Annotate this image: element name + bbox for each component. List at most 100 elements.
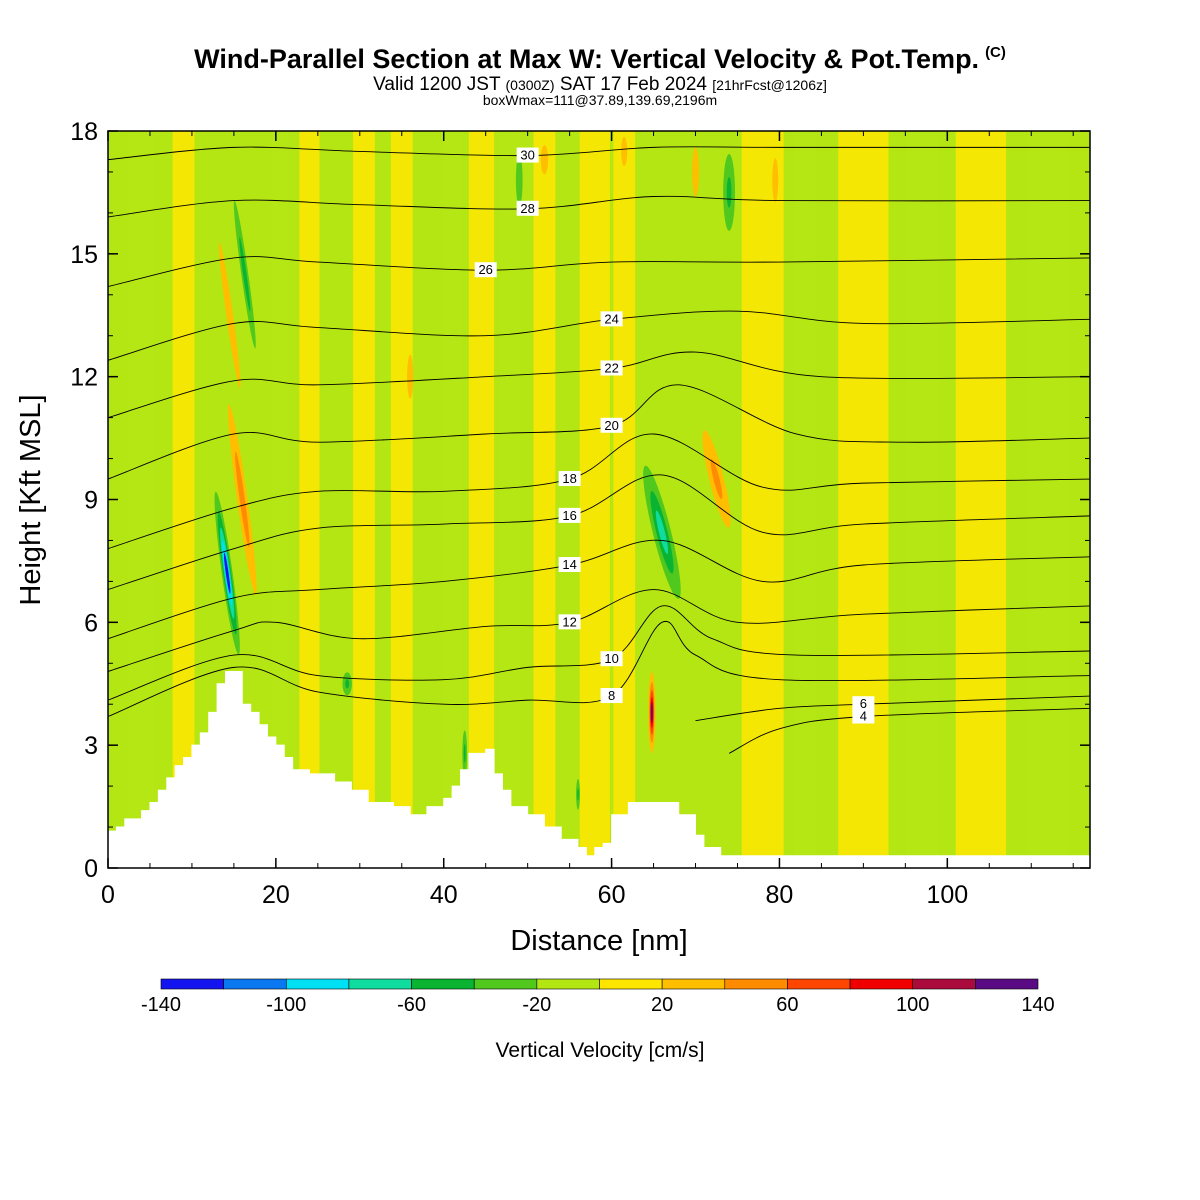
- x-tick-label: 100: [926, 881, 968, 909]
- valid-time-line: Valid 1200 JST (0300Z) SAT 17 Feb 2024 […: [0, 74, 1200, 96]
- colorbar-title: Vertical Velocity [cm/s]: [496, 1039, 705, 1062]
- x-tick-label: 80: [766, 881, 794, 909]
- theta-label-28: 28: [520, 201, 534, 216]
- w-feature-6: [648, 671, 656, 754]
- x-tick-label: 0: [101, 881, 115, 909]
- theta-label-bg-22: [600, 360, 623, 376]
- w-feature-8: [723, 154, 735, 231]
- w-band-15: [905, 131, 939, 868]
- w-band-11: [613, 131, 636, 868]
- w-band-7: [468, 131, 495, 868]
- w-feature-0: [227, 404, 257, 595]
- theta-label-bg-12: [558, 614, 581, 630]
- colorbar: -140 -100 -60 -20 20 60 100 140: [141, 978, 1055, 1016]
- colorbar-segment: [849, 978, 914, 990]
- w-band-17: [1027, 131, 1070, 868]
- w-band-3: [299, 131, 320, 868]
- theta-contour-26: [108, 256, 1090, 288]
- w-feature-14-level-0: [772, 158, 779, 203]
- theta-label-bg-16: [558, 507, 581, 523]
- theta-label-24: 24: [604, 311, 618, 326]
- w-feature-4-level-2: [655, 510, 669, 554]
- w-band-13: [793, 131, 816, 868]
- w-feature-12: [515, 153, 523, 207]
- w-band-1: [172, 131, 195, 868]
- w-feature-7-level-0: [692, 147, 699, 197]
- w-feature-5-level-1: [710, 458, 723, 500]
- theta-contour-30: [108, 146, 1090, 161]
- colorbar-segment: [411, 978, 475, 990]
- theta-contour-6: [695, 695, 1090, 722]
- w-band-12: [741, 131, 784, 868]
- theta-label-bg-28: [516, 200, 539, 216]
- theta-label-6: 6: [860, 696, 867, 711]
- y-tick-label: 3: [84, 732, 98, 760]
- y-tick-label: 6: [84, 609, 98, 637]
- w-feature-13: [540, 145, 549, 175]
- y-axis-title: Height [Kft MSL]: [15, 394, 47, 605]
- colorbar-segment: [473, 978, 538, 990]
- colorbar-segment: [975, 978, 1039, 990]
- w-feature-5: [702, 430, 731, 528]
- colorbar-segment: [536, 978, 600, 990]
- w-feature-9: [462, 730, 468, 777]
- colorbar-segment: [348, 978, 412, 990]
- x-tick-label: 60: [598, 881, 626, 909]
- w-feature-1: [214, 491, 240, 655]
- colorbar-segment: [912, 978, 976, 990]
- pot-temp-contour-labels: 46 8 10 12 14 16 18 20 22 24 26 28 30: [474, 147, 875, 724]
- w-band-16: [955, 131, 1007, 868]
- x-tick-label: 20: [262, 881, 290, 909]
- theta-label-18: 18: [562, 471, 576, 486]
- w-feature-14: [772, 158, 779, 203]
- theta-contour-4: [728, 707, 1090, 754]
- colorbar-segment: [599, 978, 663, 990]
- colorbar-segment: [160, 978, 224, 990]
- copyright-mark: (C): [985, 44, 1006, 61]
- colorbar-segment: [787, 978, 851, 990]
- colorbar-label: 60: [776, 994, 798, 1016]
- theta-label-bg-26: [474, 262, 497, 278]
- w-feature-2-level-0: [218, 242, 241, 389]
- w-band-14: [838, 131, 889, 868]
- theta-contour-24: [108, 310, 1090, 361]
- colorbar-label: -140: [141, 994, 181, 1016]
- theta-label-12: 12: [562, 614, 576, 629]
- terrain-mask: [108, 670, 1090, 868]
- w-band-2: [271, 131, 289, 868]
- colorbar-label: -20: [522, 994, 551, 1016]
- axis-ticks: 0 20 40 60 80 100 0 3 6 9 12 15 18: [70, 118, 1090, 909]
- w-band-8: [499, 131, 522, 868]
- theta-label-26: 26: [478, 262, 492, 277]
- w-feature-10-level-1: [345, 679, 350, 689]
- y-tick-label: 9: [84, 487, 98, 515]
- w-band-0: [128, 131, 155, 868]
- theta-label-bg-30: [516, 147, 539, 163]
- w-feature-13-level-0: [540, 145, 549, 175]
- chart-title-text: Wind-Parallel Section at Max W: Vertical…: [194, 44, 980, 74]
- theta-label-bg-20: [600, 417, 623, 433]
- w-band-5: [390, 131, 413, 868]
- w-feature-1-level-5: [224, 552, 231, 594]
- colorbar-segment: [223, 978, 287, 990]
- w-feature-10: [342, 672, 352, 696]
- w-feature-9-level-1: [463, 744, 466, 763]
- y-tick-label: 0: [84, 855, 98, 883]
- y-tick-label: 12: [70, 364, 98, 392]
- x-tick-label: 40: [430, 881, 458, 909]
- colorbar-label: -100: [266, 994, 306, 1016]
- w-feature-16-level-0: [621, 136, 628, 167]
- w-feature-0-level-1: [235, 451, 250, 548]
- w-feature-3-level-1: [239, 237, 251, 312]
- theta-label-bg-24: [600, 311, 623, 327]
- colorbar-segment: [661, 978, 726, 990]
- valid-date: SAT 17 Feb 2024: [559, 74, 707, 95]
- w-band-6: [442, 131, 463, 868]
- valid-utc: (0300Z): [505, 77, 555, 93]
- w-feature-2: [218, 242, 241, 389]
- w-band-9: [533, 131, 556, 868]
- w-feature-15: [576, 778, 580, 810]
- theta-label-22: 22: [604, 360, 618, 375]
- theta-label-bg-18: [558, 471, 581, 487]
